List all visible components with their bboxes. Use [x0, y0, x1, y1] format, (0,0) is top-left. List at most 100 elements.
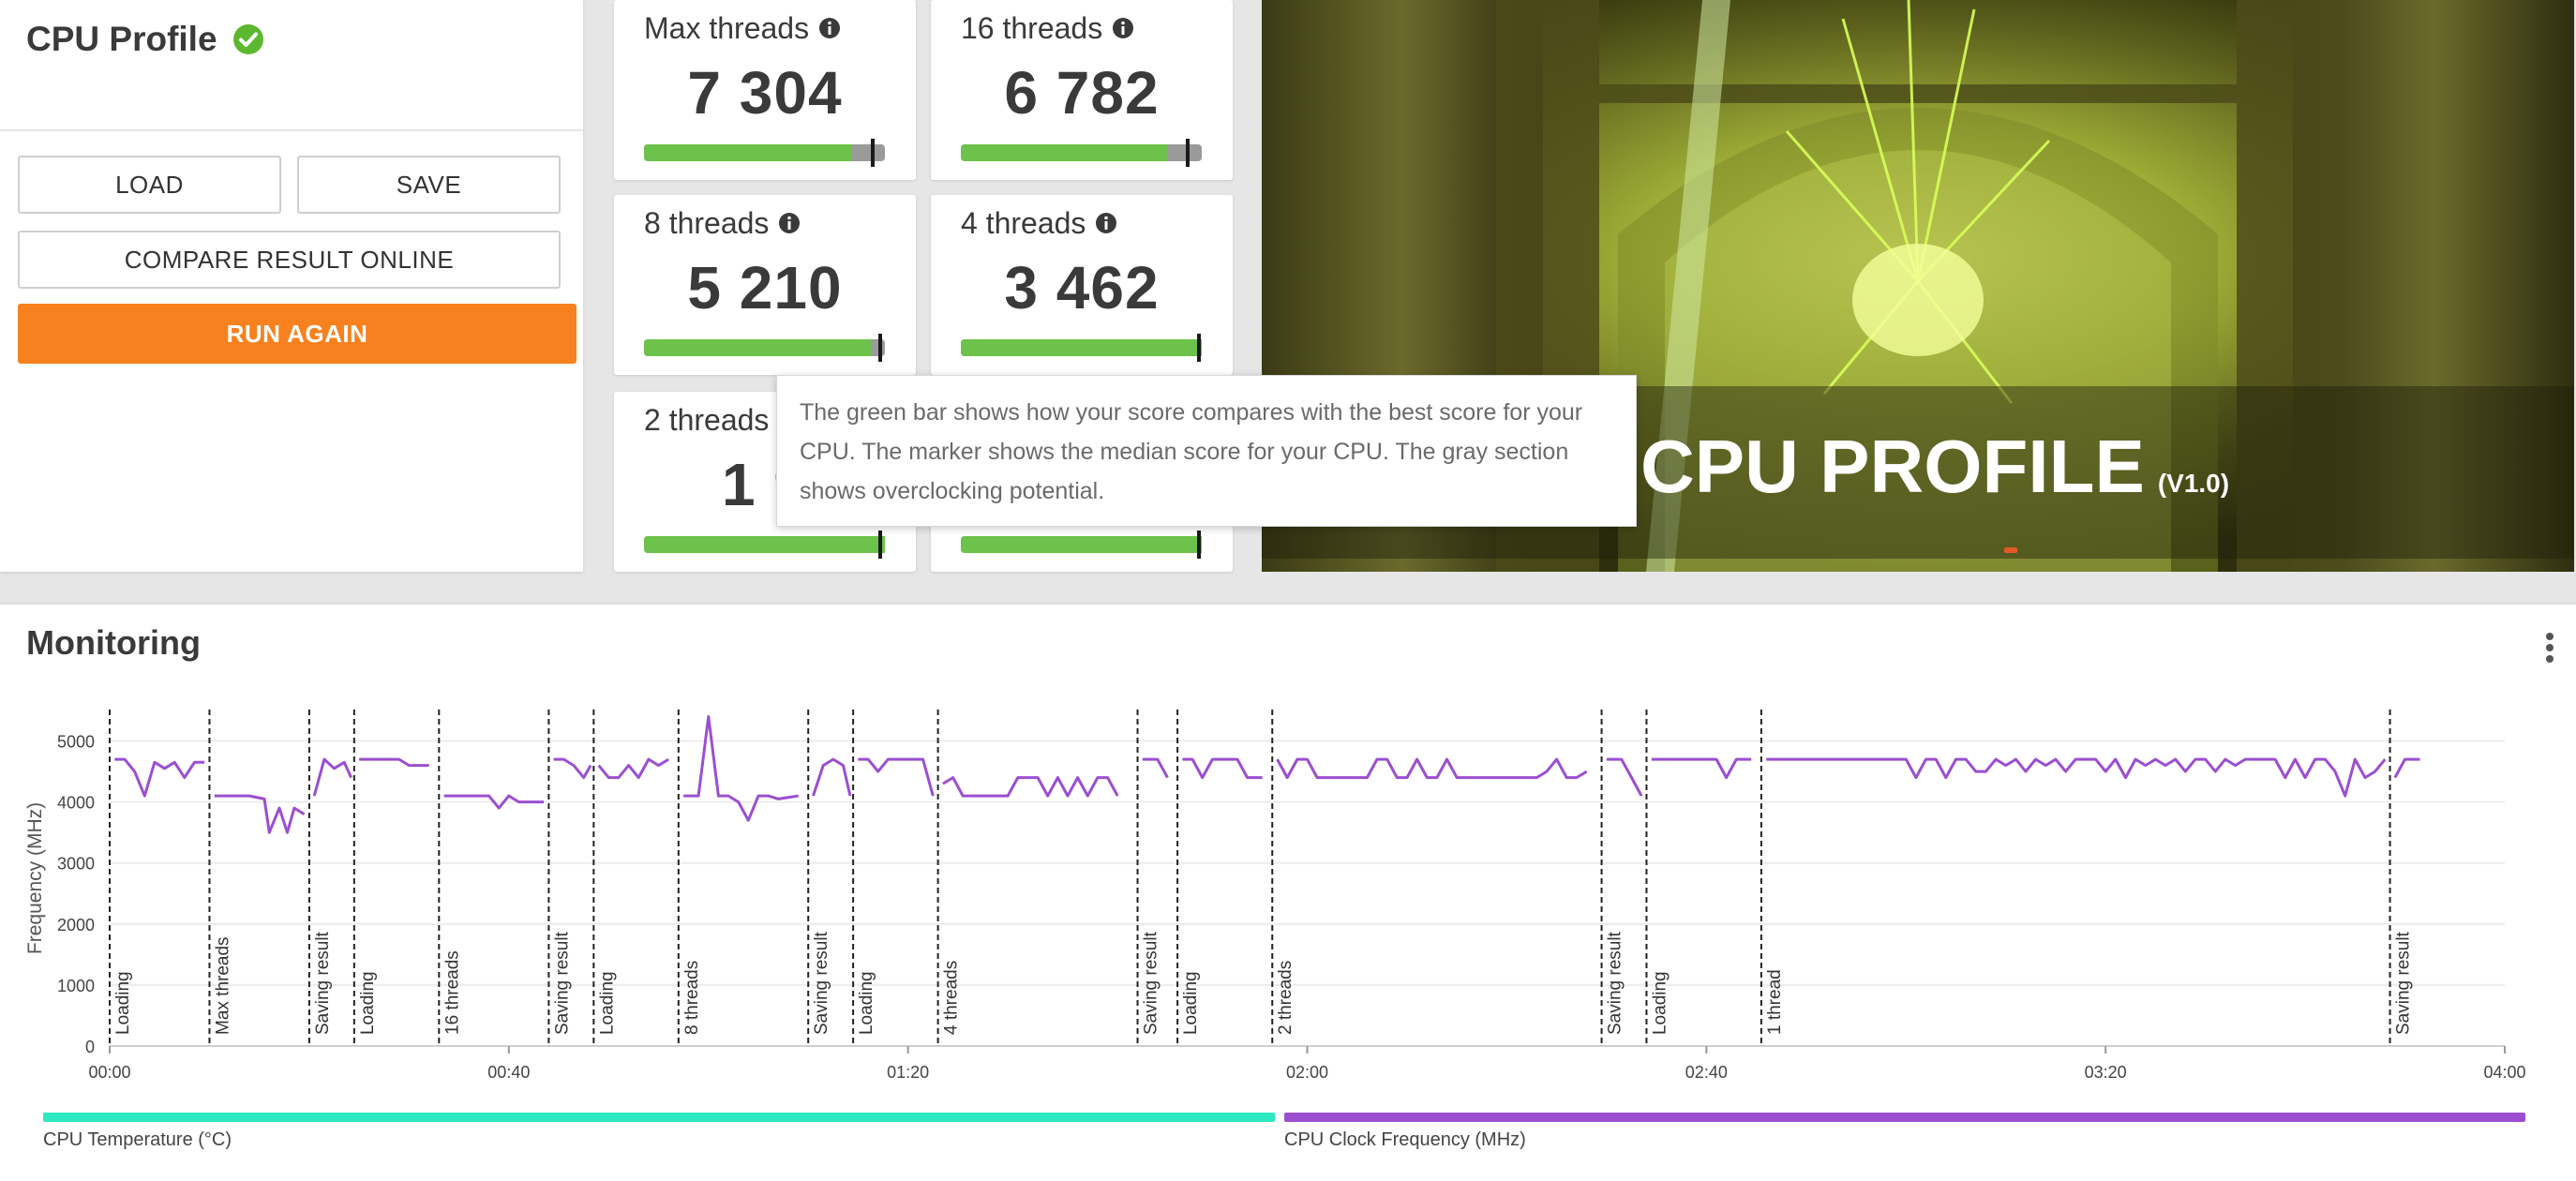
phase-marker-label: Loading [597, 971, 617, 1035]
x-tick-label: 02:40 [1685, 1063, 1728, 1082]
median-marker [1185, 139, 1190, 167]
median-marker [871, 139, 876, 167]
frequency-line-segment [942, 776, 1119, 798]
compare-result-online-button[interactable]: COMPARE RESULT ONLINE [18, 231, 561, 289]
run-again-button[interactable]: RUN AGAIN [18, 304, 577, 364]
frequency-line-segment [683, 715, 799, 822]
tile-label: 8 threads [644, 205, 770, 240]
y-axis-title: Frequency (MHz) [24, 802, 46, 954]
frequency-line-segment [597, 757, 669, 780]
y-tick-label: 2000 [57, 916, 95, 934]
info-icon[interactable] [778, 212, 801, 234]
more-options-icon[interactable] [2544, 631, 2555, 665]
phase-marker-label: Saving result [812, 931, 831, 1035]
frequency-line-segment [1606, 757, 1643, 797]
score-tile: 2 threads 1 9 [614, 392, 916, 572]
score-bar [961, 531, 1202, 559]
y-tick-label: 3000 [57, 855, 95, 874]
x-tick-label: 00:00 [88, 1063, 130, 1082]
y-tick-label: 1000 [57, 977, 95, 995]
frequency-line-segment [553, 757, 592, 780]
x-tick-label: 04:00 [2483, 1063, 2525, 1082]
phase-marker-label: Max threads [213, 936, 232, 1035]
monitoring-panel: Monitoring 0 1000 2000 3000 4000 5000 Frequenc… [0, 605, 2576, 1181]
tile-label-row: Max threads [644, 11, 841, 45]
score-bar-tooltip: The green bar shows how your score compa… [776, 375, 1637, 527]
info-icon[interactable] [1095, 212, 1117, 234]
phase-marker-label: Loading [358, 971, 378, 1035]
tile-score: 7 304 [687, 59, 843, 127]
x-tick-label: 00:40 [487, 1063, 530, 1082]
carousel-indicator[interactable] [2004, 547, 2017, 553]
info-icon[interactable] [1112, 17, 1134, 39]
hero-version: (V1.0) [2157, 469, 2230, 498]
result-panel: CPU Profile LOAD SAVE COMPARE RESULT ONL… [0, 0, 583, 572]
tile-label: 4 threads [961, 205, 1086, 240]
phase-marker-label: Loading [1181, 971, 1201, 1035]
legend-bar-cpu-temperature [43, 1113, 1275, 1122]
phase-marker-label: Loading [857, 971, 876, 1035]
score-bar [961, 139, 1202, 167]
frequency-line-segment [1142, 757, 1169, 779]
phase-marker-label: Saving result [1142, 931, 1161, 1035]
frequency-line-segment [359, 757, 429, 768]
phase-marker-label: 2 threads [1276, 961, 1295, 1035]
frequency-line-segment [2393, 757, 2420, 779]
frequency-line-segment [812, 757, 852, 797]
phase-marker-label: Loading [113, 971, 133, 1035]
tile-label-row: 8 threads [644, 206, 801, 240]
score-bar [644, 334, 885, 362]
phase-marker-label: 4 threads [942, 961, 962, 1035]
tile-score: 3 462 [1004, 254, 1160, 321]
tile-label: 16 threads [961, 10, 1103, 45]
score-tile: 8 threads 5 210 [614, 195, 916, 375]
frequency-line-segment [1182, 757, 1263, 780]
score-bar [644, 531, 885, 559]
hero-title: CPU PROFILE (V1.0) [1640, 424, 2229, 510]
load-button[interactable]: LOAD [18, 156, 281, 214]
phase-marker-label: 16 threads [442, 950, 462, 1035]
y-tick-label: 5000 [57, 733, 95, 752]
frequency-line-segment [1276, 757, 1588, 780]
tile-label-row: 4 threads [961, 206, 1117, 240]
divider [0, 129, 583, 131]
x-tick-label: 01:20 [887, 1063, 929, 1082]
phase-marker-label: Saving result [2394, 931, 2414, 1035]
median-marker [1197, 531, 1202, 559]
tile-score: 5 210 [687, 254, 843, 321]
frequency-line-segment [312, 757, 352, 797]
median-marker [877, 334, 882, 362]
tile-label: 2 threads [644, 402, 770, 437]
save-button[interactable]: SAVE [297, 156, 561, 214]
score-bar-fill [961, 339, 1202, 356]
phase-marker-label: Saving result [1606, 931, 1625, 1035]
frequency-line-segment [1766, 757, 2387, 798]
frequency-line-segment [858, 757, 935, 797]
y-tick-label: 0 [85, 1038, 95, 1056]
frequency-chart: 0 1000 2000 3000 4000 5000 Frequency (MHz) 00:0… [24, 710, 2526, 1082]
score-bar-fill [644, 536, 885, 553]
frequency-line-segment [214, 794, 306, 834]
info-icon[interactable] [818, 17, 841, 39]
tile-label: Max threads [644, 10, 810, 45]
hero-title-text: CPU PROFILE [1640, 425, 2145, 508]
score-tile: 16 threads 6 782 [931, 0, 1233, 180]
score-bar [644, 139, 885, 167]
frequency-line-segment [114, 757, 205, 798]
legend-bar-cpu-clock-frequency [1284, 1113, 2525, 1122]
median-marker [1197, 334, 1202, 362]
title-row: CPU Profile [26, 17, 264, 62]
benchmark-hero-image: CPU PROFILE (V1.0) [1262, 0, 2574, 572]
phase-marker-label: 8 threads [682, 961, 702, 1035]
x-tick-label: 02:00 [1286, 1063, 1328, 1082]
score-bar-fill [961, 144, 1169, 161]
score-bar-fill [644, 339, 871, 356]
frequency-line-segment [1651, 757, 1752, 780]
monitoring-title: Monitoring [26, 623, 201, 662]
legend-label-cpu-clock-frequency: CPU Clock Frequency (MHz) [1284, 1129, 1526, 1150]
score-bar-fill [644, 144, 852, 161]
page-title: CPU Profile [26, 20, 217, 58]
tile-label-row: 16 threads [961, 11, 1134, 45]
phase-marker-label: Saving result [313, 931, 333, 1035]
phase-marker-label: 1 thread [1765, 969, 1785, 1035]
